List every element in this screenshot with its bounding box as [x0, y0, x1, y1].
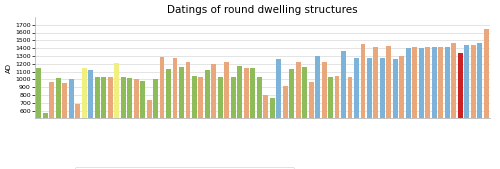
- Bar: [198, 77, 203, 118]
- Bar: [114, 63, 119, 118]
- Bar: [82, 68, 86, 118]
- Bar: [172, 58, 178, 118]
- Bar: [179, 67, 184, 118]
- Bar: [367, 58, 372, 118]
- Bar: [360, 44, 366, 118]
- Bar: [134, 79, 138, 118]
- Bar: [140, 81, 145, 118]
- Bar: [102, 77, 106, 118]
- Bar: [108, 77, 112, 118]
- Bar: [438, 46, 443, 118]
- Y-axis label: AD: AD: [6, 63, 12, 73]
- Bar: [264, 95, 268, 118]
- Bar: [464, 45, 469, 118]
- Bar: [412, 47, 417, 118]
- Bar: [56, 78, 61, 118]
- Bar: [160, 57, 164, 118]
- Bar: [95, 77, 100, 118]
- Bar: [62, 83, 67, 118]
- Bar: [328, 77, 333, 118]
- Bar: [244, 68, 248, 118]
- Bar: [322, 62, 326, 118]
- Bar: [419, 48, 424, 118]
- Bar: [270, 98, 274, 118]
- Bar: [452, 43, 456, 118]
- Bar: [224, 62, 230, 118]
- Bar: [386, 46, 392, 118]
- Legend: Adamvalldá, Hallingdal, Lønsdalen, Devdes, Tuft 2: Adamvalldá, Hallingdal, Lønsdalen, Devde…: [74, 167, 294, 169]
- Bar: [238, 66, 242, 118]
- Bar: [308, 82, 314, 118]
- Bar: [218, 77, 223, 118]
- Bar: [146, 100, 152, 118]
- Bar: [120, 77, 126, 118]
- Bar: [205, 70, 210, 118]
- Bar: [374, 46, 378, 118]
- Bar: [296, 62, 300, 118]
- Bar: [166, 69, 171, 118]
- Bar: [445, 46, 450, 118]
- Bar: [400, 56, 404, 118]
- Bar: [50, 82, 54, 118]
- Bar: [341, 51, 346, 118]
- Bar: [43, 113, 48, 118]
- Bar: [250, 68, 255, 118]
- Bar: [302, 67, 307, 118]
- Bar: [289, 69, 294, 118]
- Bar: [257, 77, 262, 118]
- Bar: [127, 78, 132, 118]
- Bar: [484, 29, 488, 118]
- Bar: [334, 76, 340, 118]
- Bar: [76, 104, 80, 118]
- Bar: [315, 56, 320, 118]
- Bar: [470, 45, 476, 118]
- Bar: [192, 76, 197, 118]
- Bar: [354, 58, 359, 118]
- Bar: [231, 77, 236, 118]
- Bar: [186, 62, 190, 118]
- Bar: [283, 86, 288, 118]
- Bar: [477, 43, 482, 118]
- Bar: [458, 53, 462, 118]
- Bar: [212, 64, 216, 118]
- Bar: [426, 46, 430, 118]
- Bar: [393, 59, 398, 118]
- Bar: [88, 70, 93, 118]
- Bar: [406, 48, 411, 118]
- Bar: [69, 79, 73, 118]
- Bar: [153, 79, 158, 118]
- Bar: [432, 47, 436, 118]
- Bar: [36, 68, 42, 118]
- Bar: [348, 77, 352, 118]
- Bar: [276, 59, 281, 118]
- Bar: [380, 58, 385, 118]
- Title: Datings of round dwelling structures: Datings of round dwelling structures: [167, 5, 358, 15]
